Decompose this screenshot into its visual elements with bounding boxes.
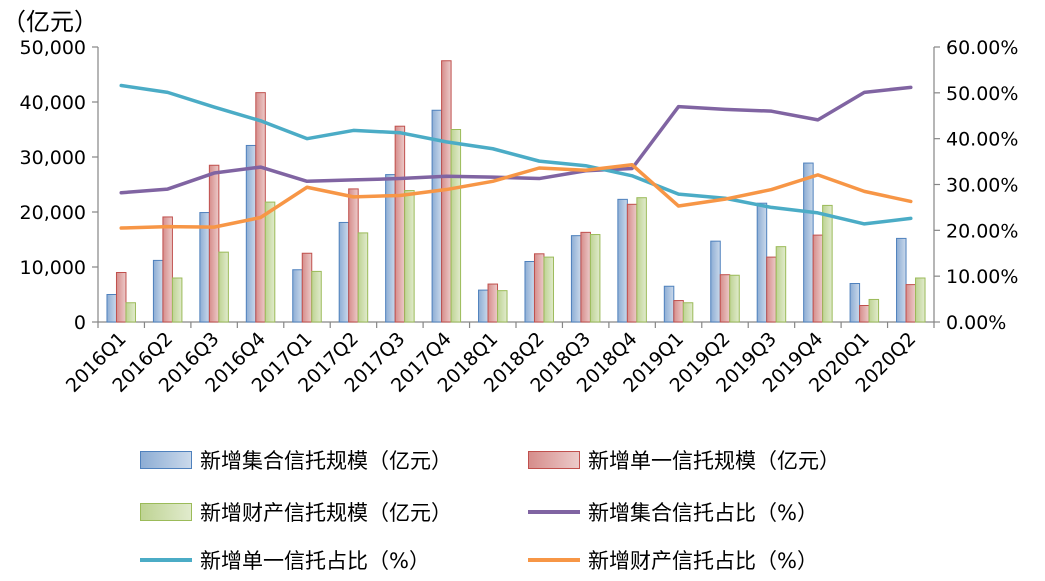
bar-1-2018Q3	[580, 231, 591, 323]
bar-2-2018Q2	[543, 256, 554, 323]
bar-0-2019Q2	[710, 240, 721, 323]
legend-label-collective-share: 新增集合信托占比（%）	[588, 501, 818, 525]
bar-2-2016Q2	[171, 277, 183, 323]
bar-0-2020Q1	[849, 283, 861, 323]
bar-2-2019Q2	[729, 274, 740, 323]
bar-1-2020Q1	[859, 305, 870, 323]
line-series-5	[119, 163, 913, 230]
right-tick-label: 40.00%	[946, 129, 1018, 151]
right-tick-label: 50.00%	[946, 83, 1018, 105]
bar-2-2016Q1	[125, 302, 136, 323]
y-axis-unit-label: （亿元）	[2, 8, 98, 36]
bar-0-2016Q3	[199, 212, 210, 323]
left-tick-label: 30,000	[20, 147, 86, 169]
right-tick-label: 60.00%	[946, 37, 1018, 59]
legend-swatch-property-scale	[140, 503, 192, 521]
bar-1-2019Q2	[719, 274, 731, 323]
bar-1-2019Q1	[673, 300, 684, 323]
left-tick-label: 50,000	[20, 37, 86, 59]
legend-swatch-single-scale	[528, 451, 580, 469]
bar-1-2018Q2	[533, 253, 545, 323]
bar-2-2017Q2	[357, 232, 369, 323]
right-tick-label: 10.00%	[946, 266, 1018, 288]
bar-0-2018Q1	[478, 289, 489, 323]
bar-1-2017Q3	[394, 125, 406, 323]
right-tick-label: 30.00%	[946, 175, 1018, 197]
left-tick-label: 20,000	[20, 202, 86, 224]
bar-2-2019Q3	[775, 246, 787, 323]
bar-1-2020Q2	[905, 284, 917, 323]
legend-swatch-single-share	[140, 558, 192, 562]
legend-label-property-share: 新增财产信托占比（%）	[588, 549, 818, 573]
bar-2-2018Q1	[497, 290, 508, 323]
bar-1-2018Q1	[487, 283, 499, 323]
left-tick-label: 10,000	[20, 257, 86, 279]
bar-1-2017Q2	[348, 188, 359, 323]
bar-2-2017Q4	[450, 129, 462, 323]
bar-0-2017Q2	[338, 221, 350, 323]
bar-2-2018Q4	[636, 197, 647, 323]
bar-1-2017Q1	[301, 252, 313, 323]
legend-label-property-scale: 新增财产信托规模（亿元）	[200, 501, 452, 525]
bar-0-2019Q1	[663, 285, 675, 323]
legend-item-collective-scale: 新增集合信托规模（亿元）	[140, 445, 452, 475]
bar-1-2016Q3	[208, 164, 220, 323]
bar-0-2018Q3	[570, 235, 582, 323]
bar-0-2018Q4	[617, 198, 628, 323]
bar-2-2016Q3	[218, 251, 229, 323]
bar-0-2019Q3	[756, 202, 768, 323]
bar-0-2019Q4	[803, 162, 814, 323]
bar-0-2016Q2	[152, 259, 164, 323]
bar-1-2019Q4	[812, 234, 824, 323]
legend-swatch-collective-scale	[140, 451, 192, 469]
bar-1-2016Q1	[115, 272, 127, 323]
bar-2-2019Q4	[822, 204, 833, 323]
bar-0-2016Q1	[106, 294, 117, 323]
bar-2-2019Q1	[682, 302, 694, 323]
legend-label-collective-scale: 新增集合信托规模（亿元）	[200, 449, 452, 473]
right-tick-label: 0.00%	[946, 312, 1006, 334]
legend: 新增集合信托规模（亿元） 新增单一信托规模（亿元） 新增财产信托规模（亿元） 新…	[140, 445, 940, 581]
legend-swatch-property-share	[528, 558, 580, 562]
legend-item-collective-share: 新增集合信托占比（%）	[528, 497, 818, 527]
legend-label-single-share: 新增单一信托占比（%）	[200, 549, 430, 573]
legend-item-property-scale: 新增财产信托规模（亿元）	[140, 497, 452, 527]
bar-2-2020Q2	[915, 277, 926, 323]
legend-item-property-share: 新增财产信托占比（%）	[528, 545, 818, 575]
line-series-3	[119, 85, 913, 195]
bar-0-2017Q1	[292, 269, 303, 323]
bar-2-2017Q3	[404, 190, 415, 323]
bar-0-2018Q2	[524, 261, 535, 323]
legend-label-single-scale: 新增单一信托规模（亿元）	[588, 449, 840, 473]
line-series-4	[119, 83, 913, 226]
bar-2-2018Q3	[589, 234, 601, 323]
bar-0-2020Q2	[896, 237, 907, 323]
bar-2-2017Q1	[311, 270, 322, 323]
legend-item-single-share: 新增单一信托占比（%）	[140, 545, 430, 575]
bar-0-2016Q4	[245, 144, 257, 323]
left-tick-label: 40,000	[20, 92, 86, 114]
bar-2-2020Q1	[868, 298, 880, 323]
bar-1-2019Q3	[766, 256, 777, 323]
legend-swatch-collective-share	[528, 510, 580, 514]
bar-1-2018Q4	[626, 203, 638, 323]
left-tick-label: 0	[74, 312, 86, 334]
right-tick-label: 20.00%	[946, 220, 1018, 242]
bar-2-2016Q4	[264, 201, 276, 323]
bar-1-2016Q4	[255, 92, 266, 323]
legend-item-single-scale: 新增单一信托规模（亿元）	[528, 445, 840, 475]
bar-1-2016Q2	[162, 216, 173, 323]
